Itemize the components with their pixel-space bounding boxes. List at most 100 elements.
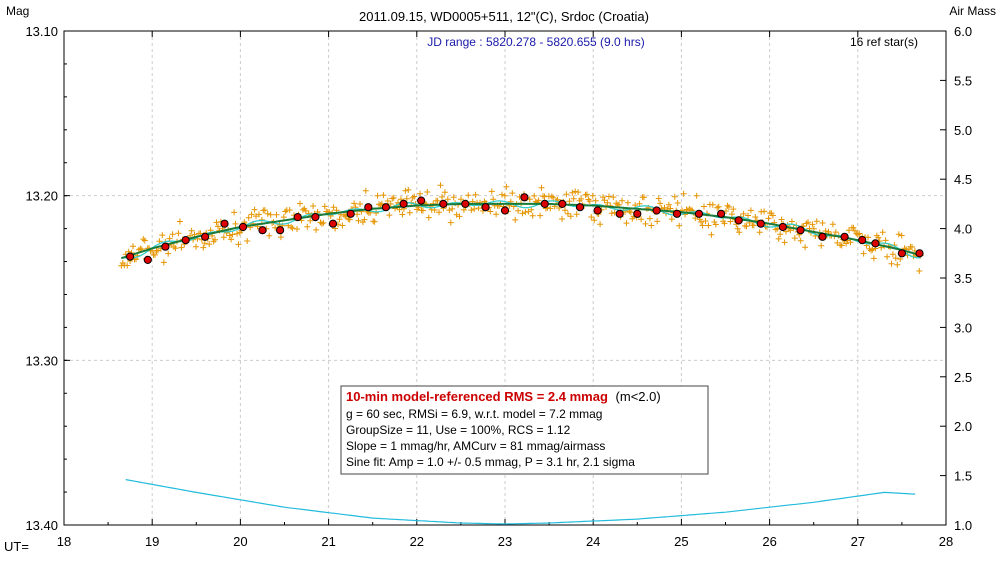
raw-point: [471, 206, 478, 212]
y-axis-right-label: Air Mass: [949, 4, 996, 18]
binned-point: [461, 199, 470, 208]
raw-point: [406, 209, 413, 216]
binned-point: [672, 209, 682, 218]
binned-point: [364, 203, 373, 212]
raw-point: [294, 226, 300, 232]
raw-point: [882, 237, 889, 244]
stats-line-5: Sine fit: Amp = 1.0 +/- 0.5 mmag, P = 3.…: [346, 455, 635, 469]
binned-point: [633, 209, 642, 218]
stats-line-2: g = 60 sec, RMSi = 6.9, w.r.t. model = 7…: [346, 407, 602, 421]
raw-point: [370, 218, 377, 225]
raw-point: [261, 207, 268, 214]
raw-point: [592, 197, 599, 204]
raw-point: [692, 215, 699, 222]
raw-point: [354, 211, 361, 218]
raw-point: [537, 212, 544, 219]
raw-point: [573, 211, 580, 218]
stats-line-3: GroupSize = 11, Use = 100%, RCS = 1.12: [346, 423, 571, 437]
raw-point: [439, 193, 445, 200]
y-axis-left-label: Mag: [6, 4, 29, 18]
raw-point: [668, 216, 675, 223]
x-tick-label: 26: [762, 534, 776, 549]
raw-point: [550, 194, 557, 201]
raw-point: [244, 238, 251, 244]
raw-point: [562, 207, 568, 214]
raw-point: [605, 193, 612, 200]
svg-text:10-min model-referenced RMS =: 10-min model-referenced RMS = 2.4 mmag (…: [346, 389, 661, 404]
raw-point: [441, 189, 448, 196]
raw-point: [373, 210, 380, 216]
raw-point: [411, 193, 418, 200]
raw-point: [277, 234, 284, 241]
raw-point: [898, 232, 905, 239]
raw-point: [531, 192, 538, 199]
raw-point: [870, 255, 877, 262]
raw-point: [220, 234, 227, 241]
raw-point: [772, 226, 779, 233]
binned-point: [593, 206, 602, 215]
binned-point: [778, 222, 787, 232]
raw-point: [172, 245, 179, 252]
x-axis-label: UT=: [4, 539, 29, 554]
raw-point: [566, 198, 573, 205]
binned-point: [540, 199, 549, 208]
raw-point: [875, 234, 882, 241]
raw-point: [361, 216, 368, 223]
raw-point: [624, 199, 631, 206]
raw-point: [264, 210, 271, 217]
raw-point: [266, 232, 273, 239]
raw-point: [680, 190, 687, 197]
raw-point: [623, 220, 630, 227]
raw-point: [702, 218, 709, 224]
raw-point: [402, 187, 409, 194]
raw-point: [405, 186, 412, 193]
raw-point: [210, 238, 217, 245]
raw-point: [273, 211, 280, 218]
raw-point: [248, 211, 255, 218]
raw-point: [727, 218, 734, 225]
raw-point: [212, 236, 218, 243]
raw-point: [313, 226, 320, 233]
raw-point: [547, 205, 554, 212]
raw-point: [487, 208, 494, 215]
raw-point: [778, 216, 785, 223]
chart-subtitle: JD range : 5820.278 - 5820.655 (9.0 hrs): [427, 35, 644, 49]
raw-point: [712, 221, 719, 228]
y-right-tick-label: 2.5: [954, 370, 972, 385]
raw-point: [229, 231, 236, 238]
raw-point: [638, 216, 645, 223]
binned-point: [615, 209, 624, 218]
raw-point: [390, 194, 397, 201]
y-right-tick-label: 5.0: [954, 123, 972, 138]
binned-point: [143, 255, 152, 264]
raw-point: [752, 214, 759, 220]
raw-point: [503, 183, 510, 190]
x-tick-label: 25: [674, 534, 688, 549]
raw-point: [601, 197, 608, 204]
raw-point: [829, 221, 836, 228]
binned-point: [293, 213, 302, 222]
raw-point: [351, 200, 358, 207]
raw-point: [832, 229, 839, 236]
x-axis-ticks: 18 19 20 21 22 23 24 25 26 27 28: [57, 31, 953, 549]
binned-point: [258, 226, 267, 235]
raw-point: [380, 192, 387, 199]
raw-point: [234, 230, 240, 237]
raw-point: [384, 198, 391, 204]
raw-point: [797, 237, 804, 244]
raw-point: [909, 244, 915, 250]
raw-point: [286, 207, 293, 213]
binned-points-layer: [126, 193, 924, 264]
raw-point: [215, 223, 221, 230]
raw-point: [879, 229, 886, 236]
raw-point: [591, 217, 598, 224]
raw-point: [538, 184, 545, 191]
raw-point: [725, 204, 732, 210]
x-tick-label: 21: [321, 534, 335, 549]
binned-point: [276, 226, 285, 235]
raw-point: [714, 204, 721, 211]
raw-point: [472, 191, 479, 198]
raw-point: [529, 212, 536, 219]
raw-point: [336, 216, 343, 223]
